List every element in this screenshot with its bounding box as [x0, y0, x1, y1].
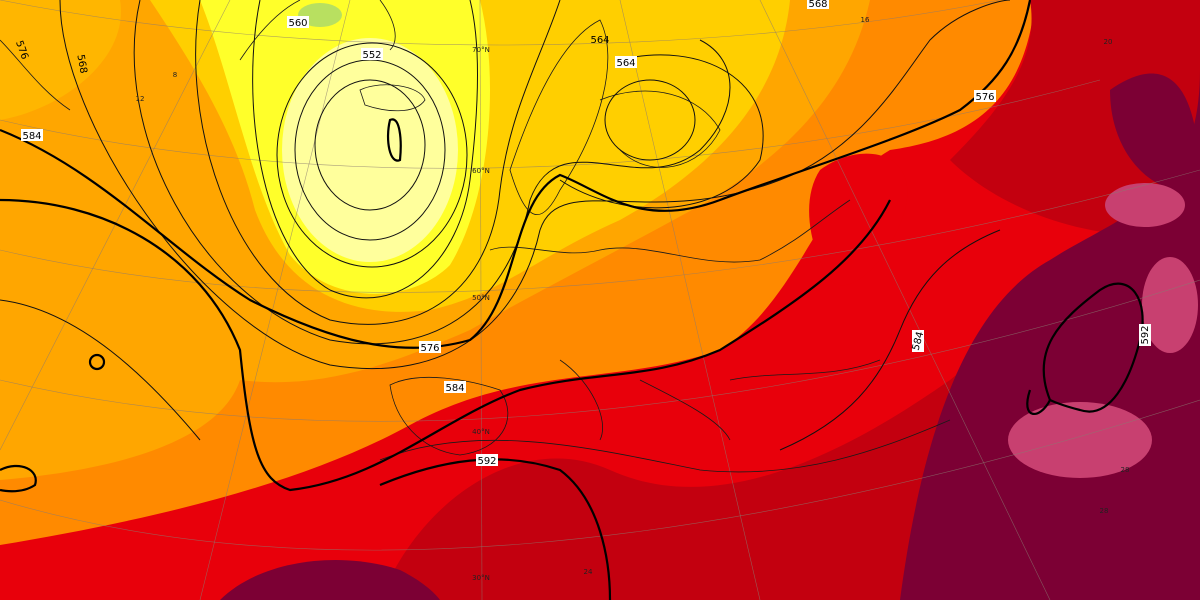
label-box: [476, 454, 498, 466]
temperature-label: 16: [861, 16, 870, 24]
shading-pink: [1142, 257, 1198, 353]
latitude-labels: 70°N 60°N 50°N 40°N 30°N: [472, 46, 490, 582]
label-box: [287, 16, 309, 28]
contour-label: 568: [74, 54, 88, 75]
latitude-label: 60°N: [472, 167, 490, 175]
label-box: [21, 129, 43, 141]
latitude-label: 30°N: [472, 574, 490, 582]
temperature-label: 24: [584, 568, 593, 576]
contours: [0, 0, 1144, 600]
temperature-label: 20: [1104, 38, 1113, 46]
temperature-label: 12: [136, 95, 145, 103]
contour-labels: 560 552 564 568 576 584 568 564 576 576 …: [13, 0, 1151, 467]
temperature-labels: 8 12 16 20 28 24 28: [136, 16, 1130, 576]
label-box: [974, 90, 996, 102]
label-box: [912, 330, 924, 352]
contour-label: 568: [808, 0, 827, 10]
contour-label: 552: [362, 50, 381, 61]
label-box: [444, 381, 466, 393]
shading-red: [809, 153, 908, 286]
contour-label: 584: [22, 131, 41, 142]
label-box: [1139, 324, 1151, 346]
label-box: [361, 48, 383, 60]
contour-label: 584: [911, 330, 927, 351]
shading-maroon: [220, 560, 440, 600]
label-box: [615, 56, 637, 68]
shading-pink: [1008, 402, 1152, 478]
label-box: [419, 341, 441, 353]
latitude-label: 50°N: [472, 294, 490, 302]
shading-light-orange: [0, 0, 121, 120]
contour-label: 592: [477, 456, 496, 467]
shading-pale-yellow: [282, 38, 458, 262]
contour-label: 564: [590, 35, 609, 46]
temperature-label: 28: [1100, 507, 1109, 515]
temperature-label: 28: [1121, 466, 1130, 474]
contour-label: 584: [445, 383, 464, 394]
contour-label: 576: [420, 343, 439, 354]
contour-label: 560: [288, 18, 307, 29]
latitude-label: 70°N: [472, 46, 490, 54]
contour-label: 592: [1140, 325, 1151, 344]
shading-maroon: [1110, 73, 1200, 192]
contour-label: 564: [616, 58, 635, 69]
shading-pink: [1105, 183, 1185, 227]
shading-dark-red: [950, 0, 1200, 236]
temperature-label: 8: [173, 71, 177, 79]
label-box: [807, 0, 829, 9]
latitude-label: 40°N: [472, 428, 490, 436]
contour-label: 576: [975, 92, 994, 103]
coastlines: [0, 0, 951, 473]
